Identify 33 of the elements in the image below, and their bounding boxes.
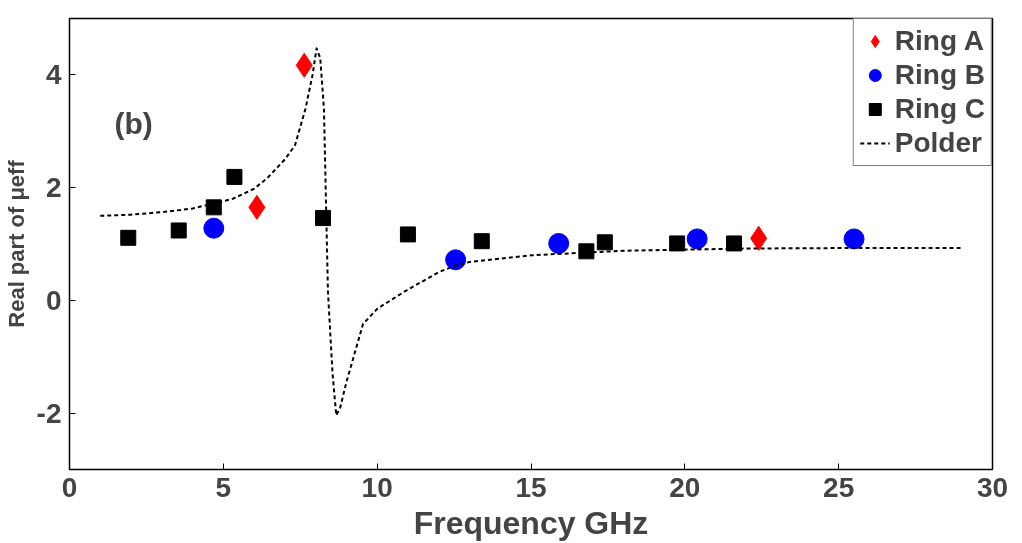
- annotation: (b): [114, 106, 153, 140]
- point: [578, 243, 595, 260]
- x-tick-label: 30: [976, 471, 1009, 503]
- y-tick-label: 0: [45, 284, 62, 316]
- x-axis-title: Frequency GHz: [413, 504, 649, 541]
- legend-label: Ring A: [894, 25, 984, 57]
- point: [726, 235, 743, 252]
- x-tick-label: 20: [669, 471, 701, 503]
- y-tick-label: 4: [45, 59, 62, 91]
- point: [315, 210, 332, 227]
- legend-label: Ring C: [894, 93, 985, 125]
- point: [445, 249, 467, 271]
- point: [473, 233, 490, 250]
- point: [226, 168, 243, 185]
- x-tick-label: 25: [823, 471, 855, 503]
- y-tick-label: 2: [45, 172, 62, 204]
- legend-label: Polder: [894, 127, 982, 159]
- legend-label: Ring B: [894, 59, 985, 91]
- point: [843, 228, 865, 250]
- point: [205, 199, 222, 216]
- y-axis-title: Real part of μeff: [3, 159, 29, 328]
- point: [120, 229, 137, 246]
- point: [686, 228, 708, 250]
- x-tick-label: 5: [215, 471, 232, 503]
- y-tick-label: -2: [36, 397, 62, 429]
- point: [170, 222, 187, 239]
- x-tick-label: 15: [515, 471, 547, 503]
- point: [548, 232, 570, 254]
- point: [203, 217, 225, 239]
- point: [596, 234, 613, 251]
- point: [399, 226, 416, 243]
- x-tick-label: 10: [361, 471, 393, 503]
- point: [669, 235, 686, 252]
